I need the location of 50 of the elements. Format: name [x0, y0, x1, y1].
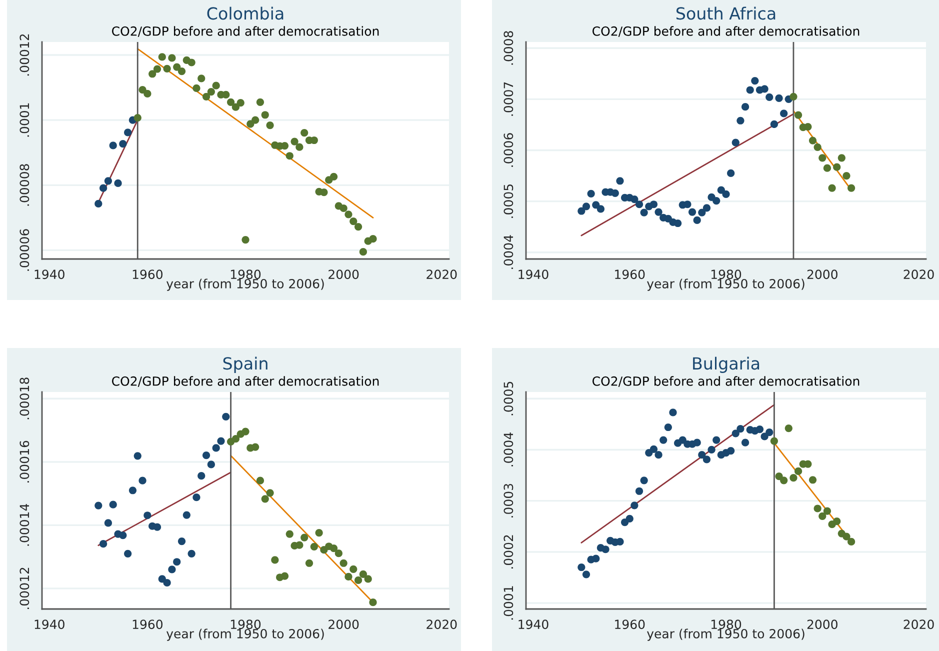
chart-title: Colombia	[207, 6, 284, 20]
x-tick-label: 1960	[615, 620, 645, 630]
chart-subtitle: CO2/GDP before and after democratisation	[112, 26, 379, 37]
x-tick-label: 1980	[230, 270, 261, 280]
x-tick-label: 1980	[711, 620, 742, 630]
x-tick-label: 2000	[807, 270, 838, 280]
chart-title: Bulgaria	[693, 356, 760, 373]
x-tick-label: 1960	[132, 270, 163, 280]
y-tick-label: .00016	[20, 440, 30, 482]
chart-title: South Africa	[676, 6, 776, 20]
x-tick-label: 2020	[426, 620, 457, 630]
x-tick-label: 1940	[34, 620, 64, 630]
x-tick-label: 2020	[904, 270, 934, 280]
y-tick-label: .0003	[504, 484, 514, 518]
y-tick-label: .00008	[20, 164, 30, 206]
y-tick-label: .0002	[504, 535, 514, 568]
x-tick-label: 1940	[518, 620, 548, 630]
y-tick-label: .0004	[504, 432, 514, 466]
y-tick-label: .0006	[504, 133, 514, 167]
x-tick-label: 2000	[328, 620, 359, 630]
y-tick-label: .0008	[504, 31, 514, 65]
y-tick-label: .0007	[504, 82, 514, 116]
chart-title: Spain	[223, 356, 268, 373]
x-tick-label: 2000	[328, 270, 359, 280]
chart-subtitle: CO2/GDP before and after democratisation	[592, 26, 860, 37]
chart-subtitle: CO2/GDP before and after democratisation	[592, 376, 860, 387]
x-axis-title: year (from 1950 to 2006)	[166, 278, 324, 291]
y-tick-label: .00012	[20, 34, 30, 76]
x-axis-title: year (from 1950 to 2006)	[166, 628, 324, 641]
x-tick-label: 2000	[807, 620, 838, 630]
y-tick-label: .0001	[504, 586, 514, 620]
x-tick-label: 1940	[34, 270, 64, 280]
x-tick-label: 2020	[904, 620, 934, 630]
x-tick-label: 1960	[132, 620, 163, 630]
x-axis-title: year (from 1950 to 2006)	[646, 278, 804, 291]
x-tick-label: 1980	[711, 270, 742, 280]
x-axis-title: year (from 1950 to 2006)	[646, 628, 804, 641]
y-tick-label: .00014	[20, 504, 30, 546]
x-tick-label: 1960	[615, 270, 645, 280]
y-tick-label: .00006	[20, 229, 30, 271]
y-tick-label: .0005	[504, 382, 514, 416]
x-tick-label: 2020	[426, 270, 457, 280]
x-tick-label: 1940	[518, 270, 548, 280]
y-tick-label: .0001	[20, 103, 30, 137]
y-tick-label: .00012	[20, 568, 30, 609]
y-tick-label: .0004	[504, 235, 514, 269]
y-tick-label: .00018	[20, 378, 30, 420]
chart-subtitle: CO2/GDP before and after democratisation	[112, 376, 379, 387]
y-tick-label: .0005	[504, 184, 514, 218]
x-tick-label: 1980	[230, 620, 261, 630]
